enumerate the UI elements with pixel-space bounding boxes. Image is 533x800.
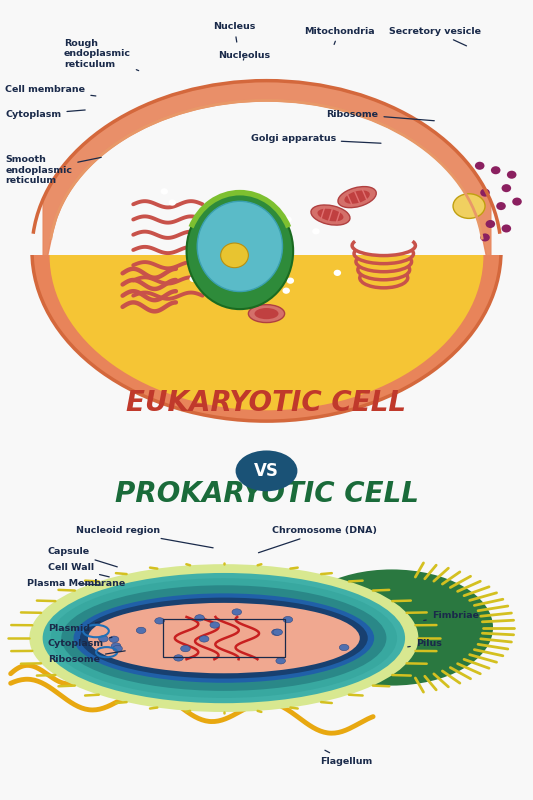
Ellipse shape bbox=[74, 594, 374, 682]
Circle shape bbox=[99, 636, 108, 642]
Circle shape bbox=[195, 614, 204, 621]
Circle shape bbox=[312, 228, 320, 234]
Circle shape bbox=[155, 618, 164, 624]
Circle shape bbox=[480, 234, 490, 242]
Text: Cell membrane: Cell membrane bbox=[5, 85, 96, 96]
Circle shape bbox=[284, 217, 292, 222]
Text: Ribosome: Ribosome bbox=[48, 651, 125, 664]
Circle shape bbox=[113, 646, 123, 652]
Circle shape bbox=[236, 450, 297, 491]
Circle shape bbox=[502, 184, 511, 192]
Text: Plasmid: Plasmid bbox=[48, 622, 100, 633]
Circle shape bbox=[512, 198, 522, 206]
Ellipse shape bbox=[254, 308, 278, 319]
Circle shape bbox=[181, 646, 190, 652]
Text: Fimbriae: Fimbriae bbox=[424, 610, 479, 621]
FancyBboxPatch shape bbox=[5, 36, 528, 251]
Circle shape bbox=[272, 629, 281, 635]
Circle shape bbox=[219, 253, 226, 259]
Circle shape bbox=[189, 276, 197, 282]
Circle shape bbox=[334, 270, 341, 276]
Circle shape bbox=[287, 278, 294, 284]
Ellipse shape bbox=[50, 101, 483, 410]
Circle shape bbox=[502, 225, 511, 233]
Text: Nucleus: Nucleus bbox=[213, 22, 256, 42]
Circle shape bbox=[136, 627, 146, 634]
Circle shape bbox=[195, 273, 203, 279]
Ellipse shape bbox=[51, 578, 397, 698]
Text: Flagellum: Flagellum bbox=[320, 750, 372, 766]
Text: Nucleoid region: Nucleoid region bbox=[76, 526, 213, 548]
Circle shape bbox=[253, 208, 261, 214]
Ellipse shape bbox=[61, 586, 386, 691]
Circle shape bbox=[232, 609, 241, 615]
Ellipse shape bbox=[221, 243, 248, 268]
Text: Cytoplasm: Cytoplasm bbox=[5, 110, 85, 118]
Text: Pilus: Pilus bbox=[408, 639, 442, 648]
Circle shape bbox=[221, 236, 229, 242]
Ellipse shape bbox=[248, 305, 285, 322]
Circle shape bbox=[160, 188, 168, 194]
Text: Capsule: Capsule bbox=[48, 547, 117, 567]
Circle shape bbox=[496, 202, 506, 210]
Text: Smooth
endoplasmic
reticulum: Smooth endoplasmic reticulum bbox=[5, 155, 101, 185]
Circle shape bbox=[507, 170, 516, 178]
Text: Chromosome (DNA): Chromosome (DNA) bbox=[259, 526, 377, 553]
Ellipse shape bbox=[32, 81, 501, 421]
Circle shape bbox=[273, 629, 282, 635]
Circle shape bbox=[168, 199, 176, 206]
Circle shape bbox=[276, 658, 286, 664]
Circle shape bbox=[491, 166, 500, 174]
Ellipse shape bbox=[453, 194, 485, 218]
Text: Plasma Membrane: Plasma Membrane bbox=[27, 579, 125, 588]
Ellipse shape bbox=[43, 573, 405, 703]
Circle shape bbox=[210, 622, 220, 628]
FancyBboxPatch shape bbox=[5, 40, 528, 255]
Circle shape bbox=[283, 617, 293, 622]
Circle shape bbox=[109, 636, 119, 642]
Text: Secretory vesicle: Secretory vesicle bbox=[389, 27, 481, 46]
Ellipse shape bbox=[344, 190, 370, 204]
Circle shape bbox=[340, 644, 349, 650]
Circle shape bbox=[111, 642, 121, 649]
Text: Nucleolus: Nucleolus bbox=[219, 51, 271, 61]
Text: Rough
endoplasmic
reticulum: Rough endoplasmic reticulum bbox=[64, 39, 139, 70]
Text: EUKARYOTIC CELL: EUKARYOTIC CELL bbox=[126, 389, 407, 418]
Text: Golgi apparatus: Golgi apparatus bbox=[251, 134, 381, 143]
Circle shape bbox=[236, 190, 244, 197]
Text: Cell Wall: Cell Wall bbox=[48, 563, 109, 577]
Ellipse shape bbox=[29, 564, 418, 712]
Text: Ribosome: Ribosome bbox=[326, 110, 434, 121]
Text: VS: VS bbox=[254, 462, 279, 480]
Circle shape bbox=[480, 189, 490, 197]
Text: PROKARYOTIC CELL: PROKARYOTIC CELL bbox=[115, 480, 418, 508]
Ellipse shape bbox=[197, 202, 282, 291]
Ellipse shape bbox=[290, 570, 493, 686]
Circle shape bbox=[199, 238, 206, 243]
Circle shape bbox=[475, 162, 484, 170]
Ellipse shape bbox=[318, 209, 343, 222]
Ellipse shape bbox=[311, 205, 350, 225]
Circle shape bbox=[248, 262, 256, 267]
Circle shape bbox=[282, 287, 290, 294]
Text: Cytoplasm: Cytoplasm bbox=[48, 638, 112, 648]
Ellipse shape bbox=[187, 193, 293, 309]
Circle shape bbox=[486, 220, 495, 228]
Circle shape bbox=[174, 654, 183, 661]
Text: Mitochondria: Mitochondria bbox=[304, 27, 375, 45]
Ellipse shape bbox=[80, 598, 368, 678]
Ellipse shape bbox=[88, 603, 360, 674]
Ellipse shape bbox=[338, 186, 376, 208]
Circle shape bbox=[199, 636, 209, 642]
